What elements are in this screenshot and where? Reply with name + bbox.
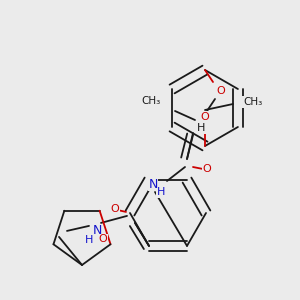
Text: H: H — [85, 235, 93, 245]
Text: O: O — [99, 235, 107, 244]
Text: N: N — [92, 224, 102, 237]
Text: O: O — [111, 204, 119, 214]
Text: H: H — [157, 187, 165, 197]
Text: H: H — [197, 123, 205, 133]
Text: N: N — [148, 178, 158, 190]
Text: CH₃: CH₃ — [142, 96, 161, 106]
Text: O: O — [202, 164, 211, 174]
Text: O: O — [201, 112, 209, 122]
Text: CH₃: CH₃ — [243, 97, 262, 107]
Text: O: O — [217, 86, 225, 96]
